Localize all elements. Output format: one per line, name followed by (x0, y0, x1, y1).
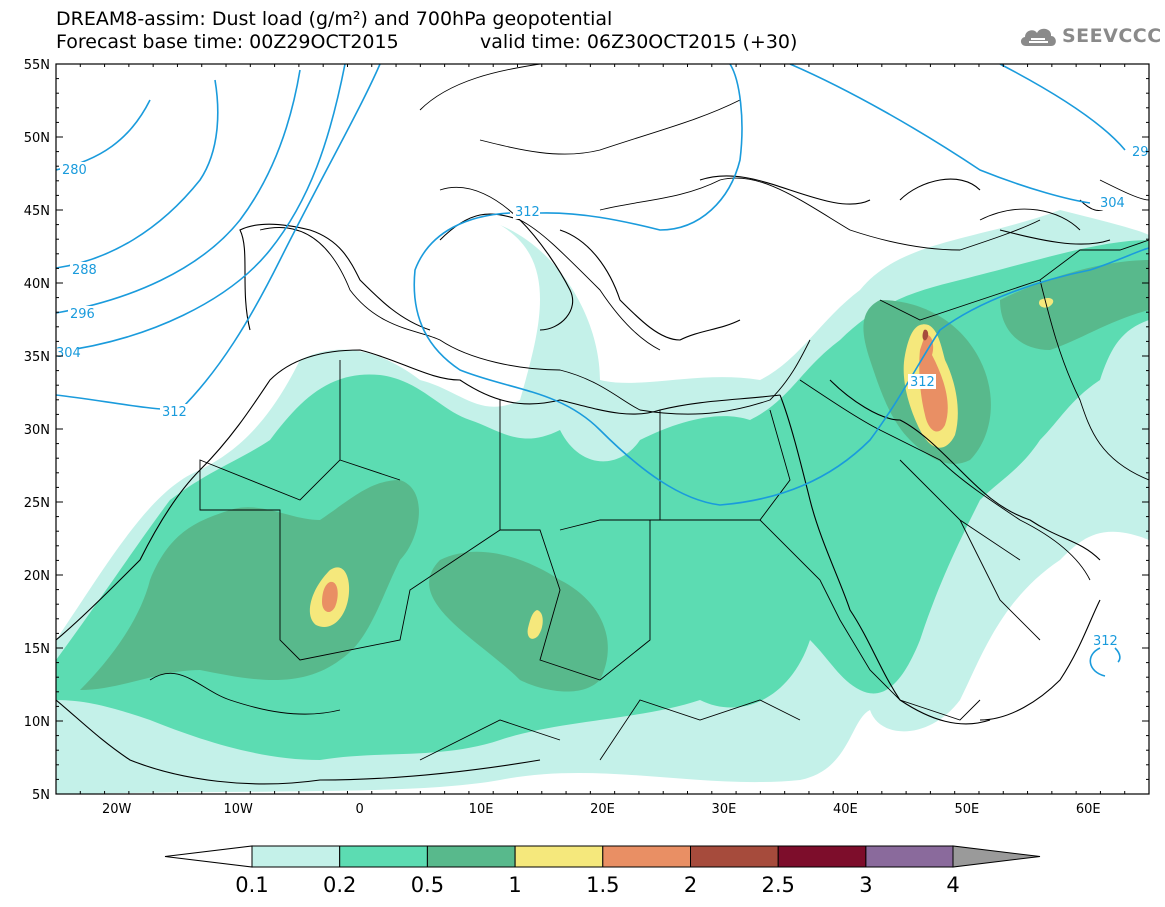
longitude-labels: 20W 10W 0 10E 20E 30E 40E 50E 60E (102, 802, 1101, 817)
contour-288 (56, 79, 219, 269)
cloud-icon (1020, 28, 1056, 46)
dust-level-0-5-west (80, 480, 419, 690)
map-title: DREAM8-assim: Dust load (g/m²) and 700hP… (56, 8, 613, 30)
colorbar-label: 3 (859, 873, 872, 897)
lat-label: 20N (24, 569, 50, 584)
lat-label: 40N (24, 277, 50, 292)
lat-label: 55N (24, 58, 50, 73)
forecast-base-time: Forecast base time: 00Z29OCT2015 (56, 31, 399, 53)
contour-312-med (539, 64, 743, 231)
colorbar-segment (690, 845, 779, 868)
lat-label: 5N (32, 788, 50, 803)
contour-312-arabia (1089, 647, 1121, 677)
dust-level-1-5-sahara (322, 581, 338, 613)
colorbar-segment (251, 845, 341, 868)
lat-label: 15N (24, 642, 50, 657)
colorbar: 0.1 0.2 0.5 1 1.5 2 2.5 3 4 (164, 845, 1041, 897)
contour-label: 304 (1100, 196, 1125, 211)
lon-label: 60E (1076, 802, 1101, 817)
colorbar-label: 1 (508, 873, 521, 897)
latitude-labels: 55N 50N 45N 40N 35N 30N 25N 20N 15N 10N … (24, 58, 50, 803)
dust-fields (56, 210, 1149, 794)
lat-label: 35N (24, 350, 50, 365)
contour-label: 288 (72, 263, 97, 278)
contour-29x (999, 64, 1126, 151)
contour-labels: 280 288 296 304 312 304 312 29 312 312 (56, 144, 1149, 649)
lat-label: 45N (24, 204, 50, 219)
valid-time: valid time: 06Z30OCT2015 (+30) (480, 31, 798, 53)
contour-label: 312 (515, 205, 540, 220)
colorbar-segment (602, 845, 691, 868)
contour-label: 304 (56, 346, 81, 361)
lon-label: 30E (712, 802, 737, 817)
colorbar-segment (426, 845, 516, 868)
contour-312-west (56, 64, 381, 411)
contour-304-north (789, 64, 1091, 204)
lon-label: 40E (833, 802, 858, 817)
dust-level-2-iraq (922, 329, 929, 341)
lon-label: 10E (469, 802, 494, 817)
contour-label: 280 (62, 163, 87, 178)
dust-level-1-chad (527, 610, 543, 639)
contour-304 (56, 64, 346, 353)
contour-312-main (413, 212, 1149, 506)
colorbar-under-arrow (164, 845, 253, 868)
lon-label: 20E (590, 802, 615, 817)
lat-label: 30N (24, 423, 50, 438)
lon-label: 50E (954, 802, 979, 817)
lat-label: 10N (24, 715, 50, 730)
colorbar-segment (865, 845, 954, 868)
colorbar-label: 2 (684, 873, 697, 897)
lon-label: 0 (355, 802, 363, 817)
logo-text: SEEVCCC (1062, 25, 1162, 47)
lat-label: 50N (24, 131, 50, 146)
dust-level-0-5-central (429, 551, 608, 692)
colorbar-label: 4 (946, 873, 959, 897)
colorbar-label: 0.2 (323, 873, 356, 897)
contour-label: 29 (1132, 145, 1149, 160)
colorbar-over-arrow (952, 845, 1041, 868)
colorbar-label: 1.5 (586, 873, 619, 897)
colorbar-segment (339, 845, 428, 868)
contour-280 (56, 99, 151, 171)
seevccc-logo: SEEVCCC (1018, 22, 1162, 50)
colorbar-label: 0.1 (235, 873, 268, 897)
contour-label: 296 (70, 307, 95, 322)
axis-ticks (55, 63, 1150, 795)
contour-label: 312 (1093, 634, 1118, 649)
colorbar-segment (777, 845, 867, 868)
coastlines (56, 175, 1111, 785)
contour-label: 312 (910, 375, 935, 390)
contour-label: 312 (162, 405, 187, 420)
geopotential-contours (56, 64, 1149, 677)
contour-296 (56, 69, 301, 314)
lat-label: 25N (24, 496, 50, 511)
colorbar-label: 0.5 (411, 873, 444, 897)
lon-label: 10W (223, 802, 253, 817)
dust-level-0-5-ne (1000, 260, 1149, 350)
lon-label: 20W (102, 802, 132, 817)
colorbar-label: 2.5 (761, 873, 794, 897)
colorbar-segment (514, 845, 604, 868)
country-borders (149, 64, 1149, 761)
